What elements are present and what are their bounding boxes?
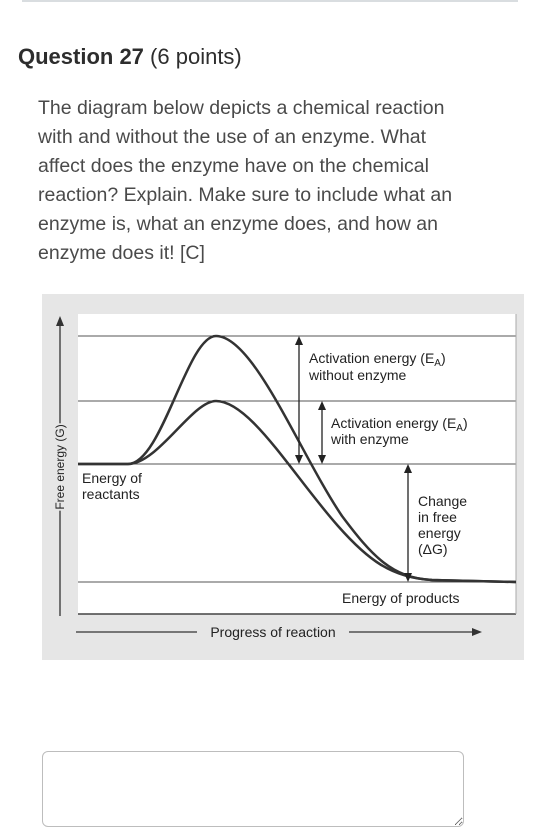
curve-without-enzyme — [78, 334, 517, 584]
ea-without-label: Activation energy (EA) — [309, 350, 446, 369]
ea-without-label-line2: without enzyme — [308, 367, 406, 383]
reactants-label: Energy of — [82, 470, 142, 486]
reactants-label-line2: reactants — [82, 486, 140, 502]
ea-with-label-line2: with enzyme — [330, 431, 409, 447]
question-number: Question 27 — [18, 44, 144, 69]
question-text: The diagram below depicts a chemical rea… — [38, 94, 508, 268]
question-points: (6 points) — [150, 44, 242, 69]
y-axis-label-bg — [52, 423, 68, 511]
question-text-line: affect does the enzyme have on the chemi… — [38, 155, 429, 177]
delta-g-arrow — [404, 464, 412, 582]
delta-g-label-line2: in free — [418, 509, 457, 525]
ea-without-arrow — [295, 336, 303, 464]
question-text-line: enzyme is, what an enzyme does, and how … — [38, 213, 438, 235]
x-axis-label-bg — [197, 624, 349, 640]
question-title: Question 27 (6 points) — [18, 44, 242, 70]
answer-textarea[interactable] — [42, 751, 464, 827]
question-text-line: reaction? Explain. Make sure to include … — [38, 184, 453, 206]
question-text-line: with and without the use of an enzyme. W… — [38, 126, 427, 148]
y-axis-label: Free energy (G) — [53, 424, 67, 509]
top-divider — [22, 0, 518, 2]
question-text-line: The diagram below depicts a chemical rea… — [38, 97, 445, 119]
delta-g-label: Change — [418, 493, 467, 509]
question-text-line: enzyme does it! [C] — [38, 242, 205, 264]
ea-with-label: Activation energy (EA) — [331, 415, 468, 434]
energy-diagram-svg: Free energy (G) Progress of reaction Act… — [52, 314, 517, 640]
x-axis-label: Progress of reaction — [210, 624, 335, 640]
energy-diagram-image: Free energy (G) Progress of reaction Act… — [42, 294, 524, 660]
delta-g-label-line4: (ΔG) — [418, 541, 448, 557]
products-label: Energy of products — [342, 590, 460, 606]
curve-with-enzyme — [78, 399, 517, 584]
delta-g-label-line3: energy — [418, 525, 461, 541]
ea-with-arrow — [318, 401, 326, 464]
